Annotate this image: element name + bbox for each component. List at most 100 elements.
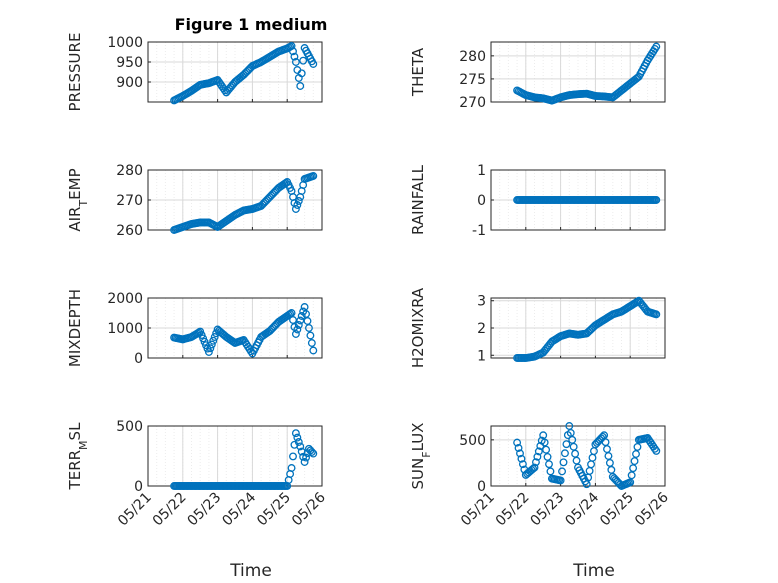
data-point — [309, 60, 318, 68]
data-point — [571, 449, 580, 458]
x-tick-label: 05/24 — [219, 489, 259, 529]
axes-box — [490, 297, 666, 359]
data-point — [532, 458, 540, 467]
data-point — [540, 438, 549, 447]
subplot-pressure: 900 950 1000 PRESSURE — [66, 33, 323, 111]
x-tick-label: 05/22 — [493, 490, 533, 530]
data-point — [309, 172, 318, 180]
y-tick-label: 950 — [116, 55, 143, 71]
data-point — [569, 442, 578, 451]
y-tick-label: 1 — [477, 163, 486, 179]
axes-box — [490, 41, 666, 103]
y-tick-label: 1000 — [107, 35, 143, 51]
data-point — [210, 333, 219, 341]
x-axis-label-left: Time — [229, 561, 272, 581]
data-point — [542, 445, 551, 454]
data-point — [294, 321, 303, 329]
subplot-theta: 270 275 280 THETA — [409, 41, 666, 111]
y-tick-label: 1 — [477, 348, 486, 364]
figure-title: Figure 1 medium — [175, 15, 328, 34]
axes-box — [147, 169, 323, 231]
axes-box — [147, 41, 323, 103]
x-tick-label: 05/23 — [528, 490, 568, 530]
data-point — [516, 449, 524, 458]
y-tick-label: 275 — [459, 72, 486, 88]
y-tick-label: 0 — [477, 479, 486, 495]
x-tick-label: 05/21 — [458, 490, 498, 530]
data-point — [652, 196, 661, 204]
x-tick-label: 05/21 — [115, 490, 155, 530]
data-point — [291, 330, 300, 338]
data-point — [289, 47, 297, 56]
x-tick-label: 05/22 — [150, 490, 190, 530]
x-tick-label: 05/26 — [632, 489, 672, 529]
data-point — [229, 338, 238, 346]
data-point — [652, 310, 661, 319]
data-point — [588, 453, 597, 462]
data-point — [293, 433, 302, 442]
subplot-air-temp: 260 270 280 AIRTEMP — [66, 163, 323, 239]
data-point — [530, 463, 539, 472]
data-point — [307, 339, 316, 347]
data-point — [296, 82, 305, 90]
data-point — [309, 346, 318, 355]
y-tick-label: 500 — [116, 419, 143, 435]
x-tick-label: 05/25 — [597, 490, 637, 530]
data-point — [309, 449, 318, 458]
x-tick-label: 05/24 — [562, 489, 602, 529]
data-point — [585, 466, 594, 475]
data-point — [291, 58, 300, 66]
data-point — [293, 201, 302, 209]
y-tick-label: 270 — [459, 95, 486, 111]
y-tick-label: 900 — [116, 75, 143, 91]
data-point — [604, 452, 613, 460]
x-axis-label-right: Time — [572, 561, 615, 581]
data-point — [546, 467, 555, 476]
data-point — [206, 344, 215, 353]
x-tick-label: 05/23 — [185, 490, 225, 530]
y-tick-label: 270 — [116, 193, 143, 209]
x-tick-label: 05/26 — [289, 489, 329, 529]
y-tick-label: 0 — [134, 479, 143, 495]
y-tick-label: 500 — [459, 433, 486, 449]
data-point — [630, 457, 639, 466]
data-point — [607, 465, 616, 474]
y-tick-label: 0 — [477, 193, 486, 209]
y-axis-label: RAINFALL — [409, 164, 427, 235]
y-axis-label: SUNFLUX — [409, 423, 433, 490]
y-axis-label: TERRMSL — [66, 422, 90, 491]
subplot-terr-msl: 0 500 TERRMSL 05/2105/2205/2305/2405/2505/2… — [66, 419, 329, 529]
data-point — [296, 316, 305, 325]
data-point — [290, 52, 299, 61]
y-axis-label: THETA — [409, 47, 427, 97]
axes-box — [147, 297, 323, 359]
data-point — [287, 309, 296, 317]
x-tick-label: 05/25 — [254, 490, 294, 530]
data-point — [652, 42, 661, 51]
y-tick-label: 2 — [477, 321, 486, 337]
y-axis-label: MIXDEPTH — [66, 289, 84, 367]
data-point — [558, 467, 566, 476]
subplot-mixdepth: 0 1000 2000 MIXDEPTH — [66, 289, 323, 367]
data-point — [517, 454, 526, 463]
data-point — [293, 325, 302, 334]
data-point — [306, 331, 315, 340]
y-tick-label: 280 — [116, 163, 143, 179]
y-axis-label: H2OMIXRA — [409, 287, 427, 368]
data-point — [533, 452, 542, 461]
data-point — [287, 464, 296, 472]
data-point — [307, 448, 316, 456]
data-point — [209, 336, 218, 345]
subplot-h2omixra: 1 2 3 H2OMIXRA — [409, 287, 666, 368]
data-point — [294, 197, 303, 205]
data-point — [286, 310, 295, 318]
data-point — [305, 324, 313, 332]
data-point — [302, 453, 310, 462]
y-tick-label: 280 — [459, 49, 486, 65]
data-point — [539, 431, 548, 440]
y-tick-label: 1000 — [107, 321, 143, 337]
data-point — [556, 476, 565, 485]
data-point — [297, 69, 306, 78]
